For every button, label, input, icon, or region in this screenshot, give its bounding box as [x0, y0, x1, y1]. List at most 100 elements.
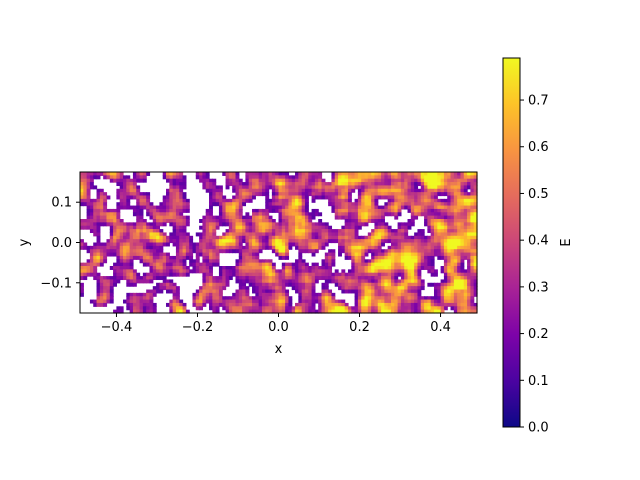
heatmap-cell — [225, 208, 230, 213]
heatmap-cell — [96, 219, 101, 223]
heatmap-cell — [351, 259, 356, 264]
heatmap-cell — [394, 255, 399, 260]
heatmap-cell — [83, 272, 88, 277]
heatmap-cell — [281, 195, 286, 200]
heatmap-cell — [361, 205, 366, 210]
heatmap-cell — [301, 242, 306, 247]
heatmap-cell — [400, 252, 405, 257]
heatmap-cell — [126, 235, 131, 240]
heatmap-cell — [390, 289, 395, 294]
heatmap-cell — [232, 266, 237, 270]
heatmap-cell — [281, 306, 286, 311]
heatmap-cell — [156, 205, 160, 210]
heatmap-cell — [321, 229, 326, 234]
heatmap-cell — [331, 309, 336, 314]
heatmap-cell — [96, 212, 101, 217]
heatmap-cell — [374, 208, 379, 213]
heatmap-cell — [255, 289, 260, 294]
heatmap-cell — [281, 172, 286, 176]
heatmap-cell — [119, 172, 124, 176]
heatmap-cell — [371, 306, 376, 311]
heatmap-cell — [258, 178, 263, 183]
heatmap-cell — [132, 225, 137, 230]
heatmap-cell — [291, 306, 296, 311]
heatmap-cell — [381, 208, 385, 213]
heatmap-cell — [129, 205, 134, 210]
x-tick-label: 0.0 — [268, 320, 289, 335]
heatmap-cell — [467, 262, 471, 267]
heatmap-cell — [146, 299, 151, 304]
heatmap-cell — [433, 229, 438, 234]
heatmap-cell — [89, 172, 94, 176]
heatmap-cell — [473, 255, 478, 260]
heatmap-cell — [268, 272, 273, 277]
heatmap-cell — [394, 212, 399, 217]
heatmap-cell — [443, 279, 448, 284]
heatmap-cell — [248, 198, 253, 203]
heatmap-cell — [394, 292, 399, 297]
heatmap-cell — [338, 185, 342, 190]
heatmap-cell — [381, 302, 385, 307]
heatmap-cell — [417, 282, 422, 287]
heatmap-cell — [295, 219, 299, 223]
heatmap-cell — [275, 188, 280, 193]
heatmap-cell — [205, 259, 210, 264]
heatmap-cell — [228, 239, 233, 244]
heatmap-cell — [457, 215, 462, 220]
colorbar-tick-label: 0.5 — [528, 187, 549, 202]
heatmap-cell — [103, 292, 108, 297]
heatmap-cell — [222, 279, 227, 284]
heatmap-cell — [331, 262, 336, 267]
heatmap-cell — [467, 299, 471, 304]
heatmap-cell — [390, 296, 395, 301]
y-tick-label: 0.0 — [51, 236, 72, 251]
heatmap-cell — [354, 289, 359, 294]
heatmap-cell — [248, 266, 253, 270]
heatmap-cell — [189, 252, 194, 257]
heatmap-cell — [288, 219, 293, 223]
heatmap-cell — [99, 202, 104, 207]
heatmap-cell — [235, 212, 240, 217]
heatmap-cell — [202, 252, 207, 257]
heatmap-cell — [295, 266, 299, 270]
heatmap-cell — [301, 198, 306, 203]
heatmap-cell — [162, 255, 167, 260]
heatmap-cell — [321, 276, 326, 281]
heatmap-cell — [437, 222, 442, 227]
heatmap-cell — [232, 185, 237, 190]
heatmap-cell — [364, 182, 369, 187]
heatmap-cell — [430, 192, 435, 197]
heatmap-cell — [278, 242, 283, 247]
heatmap-cell — [364, 202, 369, 207]
heatmap-cell — [414, 232, 419, 237]
heatmap-cell — [261, 262, 266, 267]
heatmap-cell — [261, 269, 266, 274]
heatmap-cell — [123, 225, 127, 230]
heatmap-cell — [232, 208, 237, 213]
heatmap-cell — [295, 229, 299, 234]
heatmap-cell — [467, 182, 471, 187]
heatmap-cell — [447, 282, 452, 287]
heatmap-cell — [225, 309, 230, 314]
heatmap-cell — [437, 299, 442, 304]
heatmap-cell — [328, 182, 333, 187]
heatmap-cell — [281, 249, 286, 254]
heatmap-cell — [179, 225, 184, 230]
heatmap-cell — [285, 266, 290, 270]
heatmap-cell — [252, 255, 256, 260]
heatmap-cell — [351, 212, 356, 217]
heatmap-cell — [367, 302, 372, 307]
heatmap-cell — [149, 208, 154, 213]
heatmap-cell — [258, 219, 263, 223]
heatmap-cell — [344, 242, 349, 247]
heatmap-cell — [205, 276, 210, 281]
heatmap-cell — [139, 172, 144, 176]
heatmap-cell — [166, 252, 170, 257]
heatmap-cell — [437, 292, 442, 297]
heatmap-cell — [116, 269, 121, 274]
heatmap-cell — [205, 215, 210, 220]
heatmap-cell — [404, 205, 409, 210]
heatmap-cell — [129, 242, 134, 247]
heatmap-cell — [400, 242, 405, 247]
heatmap-cell — [285, 208, 290, 213]
